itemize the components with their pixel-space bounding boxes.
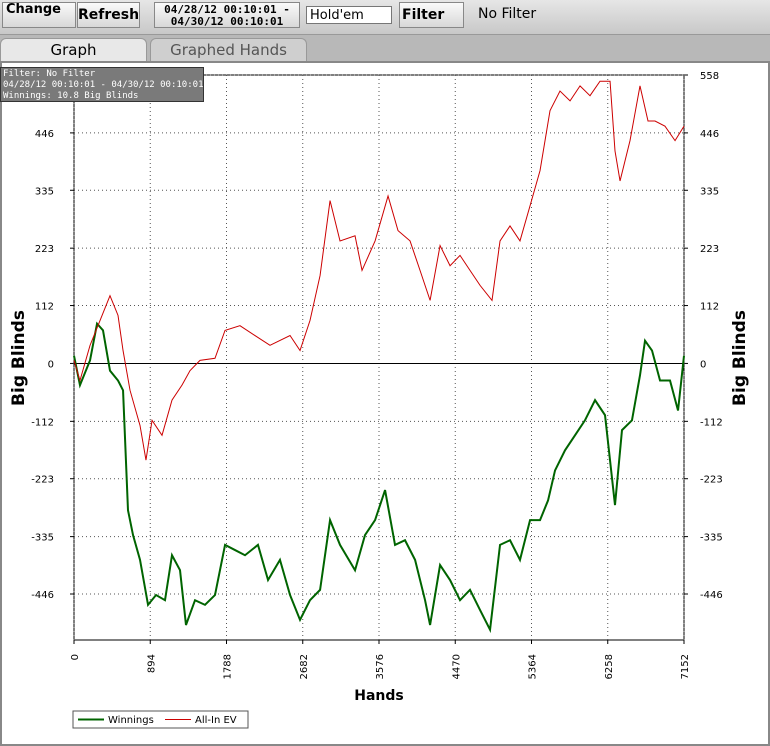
tab-graph[interactable]: Graph (0, 38, 147, 61)
y-tick-label: 112 (35, 302, 54, 313)
y2-tick-label: 335 (700, 186, 719, 197)
y2-tick-label: 112 (700, 302, 719, 313)
toolbar: Change Refresh 04/28/12 00:10:01 - 04/30… (0, 0, 770, 35)
legend-box (72, 710, 249, 729)
y2-axis-label: Big Blinds (730, 310, 750, 406)
y2-tick-label: 446 (700, 129, 719, 140)
change-button[interactable]: Change (2, 2, 76, 28)
x-tick-label: 5364 (528, 654, 539, 679)
legend-label: All-In EV (195, 715, 237, 726)
series-line (73, 321, 685, 634)
y-tick-label: 0 (48, 359, 54, 370)
y2-tick-label: -446 (700, 590, 723, 601)
x-tick-label: 6258 (604, 654, 615, 679)
y2-tick-label: -335 (700, 533, 723, 544)
filter-line: Filter: No Filter (3, 69, 96, 79)
y-tick-label: -223 (31, 475, 54, 486)
refresh-button[interactable]: Refresh (77, 2, 140, 28)
game-select[interactable]: Hold'em (306, 6, 392, 24)
y-tick-label: 335 (35, 186, 54, 197)
tab-bar: Graph Graphed Hands (0, 35, 770, 61)
x-tick-label: 0 (70, 654, 81, 660)
y-axis-label: Big Blinds (9, 310, 29, 406)
y2-tick-label: 558 (700, 71, 719, 82)
plot-frame (73, 74, 685, 641)
y2-tick-label: -112 (700, 417, 723, 428)
x-tick-label: 3576 (375, 654, 386, 679)
y2-tick-label: -223 (700, 475, 723, 486)
x-tick-label: 4470 (451, 654, 462, 679)
y-tick-label: -446 (31, 590, 54, 601)
x-tick-label: 7152 (680, 654, 691, 679)
y2-tick-label: 0 (700, 359, 706, 370)
y-tick-label: -335 (31, 533, 54, 544)
filter-button[interactable]: Filter (399, 2, 464, 28)
series-line (73, 80, 685, 461)
filter-status: No Filter (478, 6, 537, 22)
winnings-line: Winnings: 10.8 Big Blinds (3, 91, 139, 101)
legend-label: Winnings (108, 715, 154, 726)
filter-info-box: Filter: No Filter 04/28/12 00:10:01 - 04… (0, 67, 204, 102)
y-tick-label: 223 (35, 244, 54, 255)
game-value: Hold'em (310, 8, 364, 23)
date-line: 04/28/12 00:10:01 - 04/30/12 00:10:01 (3, 80, 204, 90)
y2-tick-label: 223 (700, 244, 719, 255)
tab-graphed-hands[interactable]: Graphed Hands (150, 38, 307, 61)
x-tick-label: 1788 (223, 654, 234, 679)
x-tick-label: 894 (146, 654, 157, 673)
x-tick-label: 2682 (299, 654, 310, 679)
y-tick-label: 446 (35, 129, 54, 140)
date-range[interactable]: 04/28/12 00:10:01 - 04/30/12 00:10:01 (154, 2, 300, 28)
x-axis-label: Hands (354, 688, 404, 704)
y-tick-label: -112 (31, 417, 54, 428)
